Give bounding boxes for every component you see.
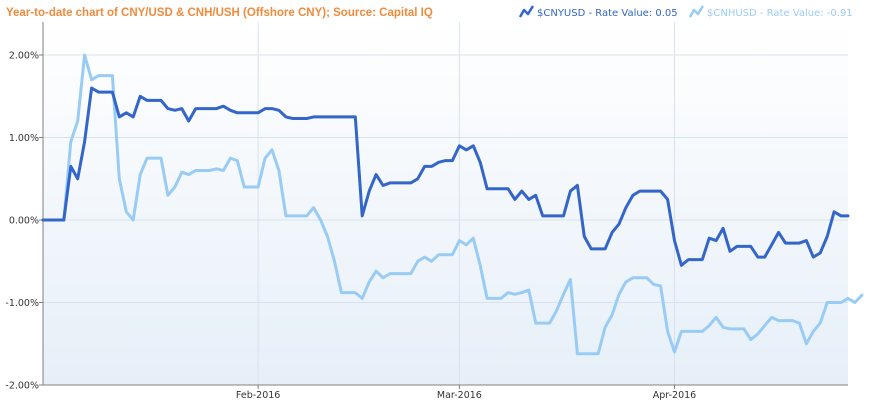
chart-title: Year-to-date chart of CNY/USD & CNH/USH … bbox=[6, 7, 433, 19]
legend: $CNYUSD - Rate Value: 0.05 $CNHUSD - Rat… bbox=[518, 5, 853, 19]
series-line-cnyusd[interactable] bbox=[41, 86, 850, 267]
legend-line-icon-cnyusd bbox=[518, 5, 535, 18]
series-line-cnhusd[interactable] bbox=[41, 53, 864, 356]
x-tick-label: Apr-2016 bbox=[653, 390, 696, 400]
y-tick-label: 2.00% bbox=[9, 51, 39, 62]
y-tick-label: -1.00% bbox=[5, 298, 39, 309]
y-tick-label: 1.00% bbox=[9, 133, 39, 144]
legend-label-cnyusd: $CNYUSD - Rate Value: 0.05 bbox=[537, 8, 678, 19]
axes: 2.00% 1.00% 0.00% -1.00% -2.00% Feb-2016 Mar-2… bbox=[5, 22, 848, 400]
y-tick-label: 0.00% bbox=[9, 216, 39, 227]
y-tick-label: -2.00% bbox=[5, 381, 39, 392]
x-tick-label: Mar-2016 bbox=[437, 390, 482, 400]
series-lines bbox=[41, 53, 864, 356]
plot-area bbox=[43, 22, 848, 385]
x-tick-label: Feb-2016 bbox=[236, 390, 280, 400]
legend-item-cnyusd[interactable]: $CNYUSD - Rate Value: 0.05 bbox=[518, 5, 678, 19]
legend-item-cnhusd[interactable]: $CNHUSD - Rate Value: -0.91 bbox=[688, 5, 853, 19]
legend-label-cnhusd: $CNHUSD - Rate Value: -0.91 bbox=[707, 8, 853, 19]
legend-line-icon-cnhusd bbox=[688, 5, 705, 18]
